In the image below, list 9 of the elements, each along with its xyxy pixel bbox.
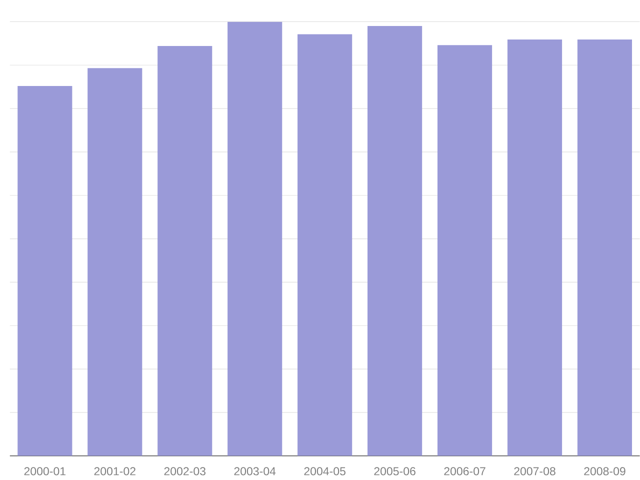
x-tick-label: 2002-03 (164, 467, 206, 476)
x-tick-label: 2008-09 (584, 467, 626, 476)
x-tick-label: 2005-06 (374, 467, 416, 476)
x-tick-label: 2001-02 (94, 467, 136, 476)
x-tick-label: 2000-01 (24, 467, 66, 476)
x-tick-label: 2007-08 (514, 467, 556, 476)
x-tick-label: 2006-07 (444, 467, 486, 476)
x-tick-label: 2004-05 (304, 467, 346, 476)
x-tick-label: 2003-04 (234, 467, 276, 476)
